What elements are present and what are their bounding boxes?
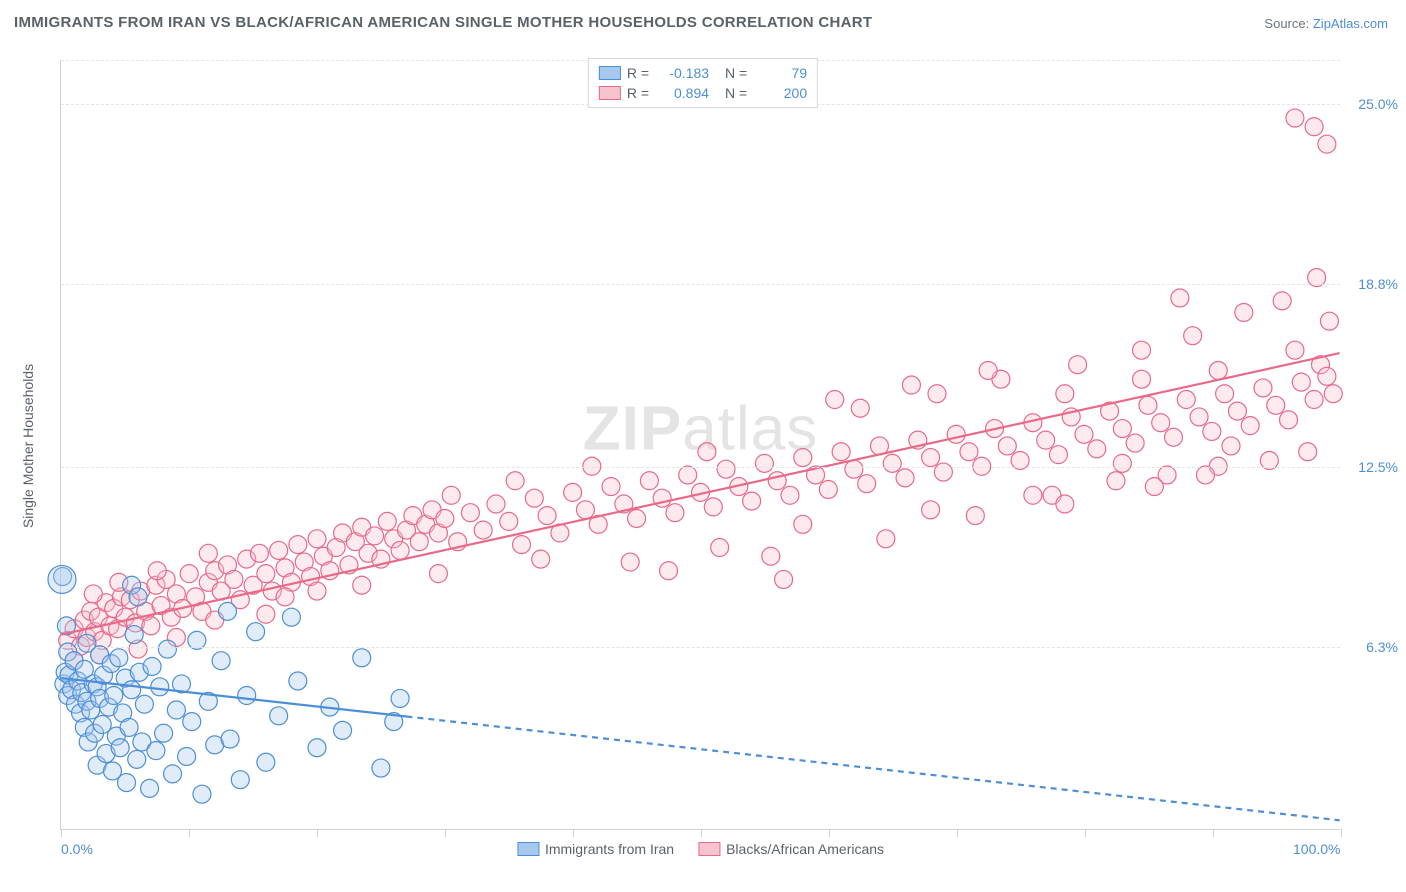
y-axis-label: Single Mother Households <box>20 364 36 528</box>
stats-row-pink: R = 0.894 N = 200 <box>599 83 807 103</box>
source-link[interactable]: ZipAtlas.com <box>1313 16 1388 31</box>
swatch-blue-icon <box>599 66 621 80</box>
y-tick-label: 18.8% <box>1358 276 1398 292</box>
y-tick-label: 6.3% <box>1366 639 1398 655</box>
source-attribution: Source: ZipAtlas.com <box>1264 16 1388 31</box>
y-tick-label: 25.0% <box>1358 96 1398 112</box>
y-tick-label: 12.5% <box>1358 459 1398 475</box>
swatch-pink-icon <box>698 842 720 856</box>
source-label: Source: <box>1264 16 1309 31</box>
plot-area: ZIPatlas Immigrants from Iran Blacks/Afr… <box>60 60 1340 830</box>
x-axis-legend: Immigrants from Iran Blacks/African Amer… <box>517 841 884 857</box>
stats-legend: R = -0.183 N = 79 R = 0.894 N = 200 <box>588 58 818 108</box>
legend-item-pink: Blacks/African Americans <box>698 841 884 857</box>
legend-item-blue: Immigrants from Iran <box>517 841 674 857</box>
stats-row-blue: R = -0.183 N = 79 <box>599 63 807 83</box>
x-tick-label: 100.0% <box>1293 841 1340 857</box>
scatter-svg <box>61 60 1340 829</box>
x-tick-label: 0.0% <box>61 841 93 857</box>
swatch-blue-icon <box>517 842 539 856</box>
swatch-pink-icon <box>599 86 621 100</box>
chart-title: IMMIGRANTS FROM IRAN VS BLACK/AFRICAN AM… <box>14 14 872 31</box>
correlation-chart: IMMIGRANTS FROM IRAN VS BLACK/AFRICAN AM… <box>10 10 1396 882</box>
